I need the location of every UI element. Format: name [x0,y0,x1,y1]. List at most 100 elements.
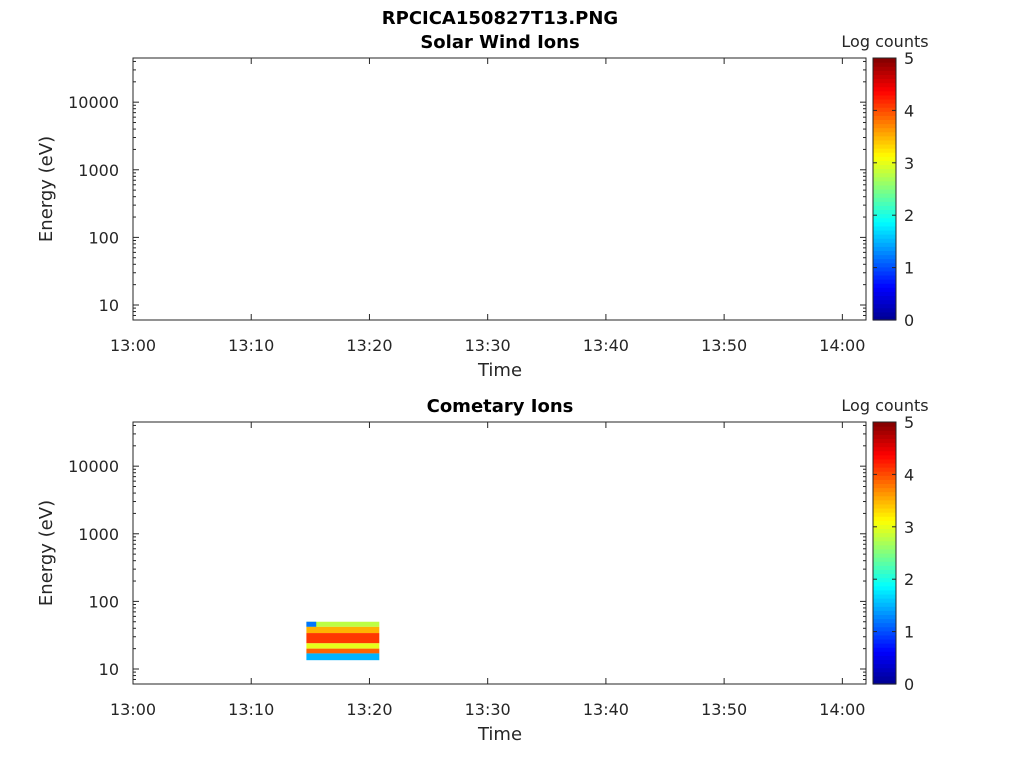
colorbar-tick-label: 5 [904,413,914,432]
plot-frame [132,421,867,685]
colorbar-swatch [873,434,896,439]
x-tick-label: 13:10 [228,700,274,719]
colorbar-label: Log counts [841,32,928,51]
colorbar-swatch [873,450,896,456]
x-tick-label: 14:00 [819,700,865,719]
colorbar-swatch [873,446,896,452]
y-tick-label: 10 [99,296,119,315]
colorbar-swatch [873,422,896,427]
colorbar-swatch [873,557,896,562]
colorbar-swatch [873,671,896,677]
colorbar-swatch [873,430,896,435]
colorbar-swatch [873,176,896,182]
y-ticks: 10 100 1000 10000 [68,60,866,321]
colorbar-swatch [873,111,896,116]
colorbar-swatch [873,569,896,575]
colorbar-swatch [873,659,896,665]
colorbar-swatch [873,283,896,288]
x-tick-label: 13:20 [346,700,392,719]
colorbar-swatch [873,667,896,673]
plot-frame [132,57,867,321]
colorbar-swatch [873,131,896,137]
colorbar-swatch [873,78,896,84]
colorbar-tick-label: 0 [904,675,914,694]
colorbar-ticks: 0 1 2 3 4 5 [873,413,914,694]
colorbar-label: Log counts [841,396,928,415]
colorbar-swatch [873,507,896,513]
colorbar-swatch [873,610,896,616]
colorbar-swatch [873,540,896,546]
colorbar-swatch [873,189,896,194]
colorbar-tick-label: 3 [904,154,914,173]
colorbar-swatch [873,197,896,202]
x-tick-label: 13:20 [346,336,392,355]
colorbar: 0 1 2 3 4 5 Log counts [841,396,928,694]
heatmap-cell [306,633,380,644]
colorbar-swatch [873,184,896,190]
colorbar-swatch [873,160,896,166]
y-tick-label: 10 [99,660,119,679]
colorbar-swatch [873,234,896,239]
y-tick-label: 1000 [78,161,119,180]
y-tick-label: 100 [88,228,119,247]
y-tick-label: 1000 [78,525,119,544]
colorbar-swatch [873,311,896,317]
colorbar-tick-label: 4 [904,465,914,484]
colorbar-swatch [873,229,896,235]
x-axis-label: Time [477,360,522,381]
colorbar-swatch [873,274,896,280]
colorbar-swatch [873,168,896,174]
colorbar-swatch [873,209,896,215]
x-tick-label: 13:30 [465,700,511,719]
colorbar-swatch [873,143,896,149]
colorbar-swatch [873,462,896,468]
colorbar-swatch [873,266,896,272]
colorbar-swatch [873,499,896,505]
colorbar-swatch [873,123,896,129]
x-ticks: 13:00 13:10 13:20 13:30 13:40 13:50 14:00 [110,422,865,719]
colorbar-swatch [873,307,896,313]
heatmap-cell [306,653,380,661]
colorbar-swatch [873,205,896,211]
colorbar-swatch [873,622,896,628]
panel-title: Cometary Ions [427,396,574,417]
colorbar-swatch [873,475,896,480]
colorbar: 0 1 2 3 4 5 Log counts [841,32,928,330]
colorbar-swatch [873,577,896,583]
colorbar-swatch [873,86,896,92]
colorbar-swatch [873,70,896,75]
colorbar-swatch [873,225,896,231]
colorbar-swatch [873,516,896,521]
colorbar-frame [872,421,897,685]
colorbar-swatch [873,442,896,448]
colorbar-swatch [873,524,896,530]
colorbar-swatch [873,270,896,276]
colorbar-gradient [873,422,896,685]
colorbar-swatch [873,647,896,652]
colorbar-swatch [873,242,896,247]
colorbar-swatch [873,193,896,198]
colorbar-swatch [873,74,896,80]
x-tick-label: 13:40 [583,700,629,719]
x-tick-label: 13:50 [701,700,747,719]
colorbar-swatch [873,491,896,497]
colorbar-tick-label: 2 [904,570,914,589]
x-tick-label: 13:40 [583,336,629,355]
colorbar-swatch [873,172,896,178]
panel-solar-wind: Solar Wind Ions 13:00 13:10 13:20 13:30 13:4… [36,32,929,381]
x-tick-label: 14:00 [819,336,865,355]
colorbar-swatch [873,94,896,100]
colorbar-swatch [873,573,896,579]
heatmap-cells [306,621,380,661]
y-ticks: 10 100 1000 10000 [68,424,866,685]
colorbar-swatch [873,626,896,632]
colorbar-swatch [873,98,896,104]
colorbar-swatch [873,663,896,669]
colorbar-swatch [873,602,896,607]
colorbar-swatch [873,180,896,186]
colorbar-swatch [873,479,896,485]
colorbar-swatch [873,254,896,260]
colorbar-swatch [873,295,896,301]
colorbar-swatch [873,593,896,599]
colorbar-swatch [873,90,896,96]
